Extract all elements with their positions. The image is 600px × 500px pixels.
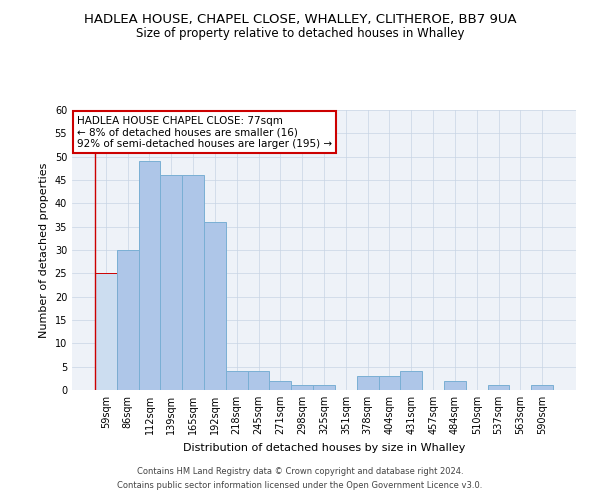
Bar [182, 176, 204, 390]
Bar [269, 380, 291, 390]
Bar [379, 376, 400, 390]
Bar [160, 176, 182, 390]
Bar [248, 372, 269, 390]
Bar [117, 250, 139, 390]
Text: Contains HM Land Registry data © Crown copyright and database right 2024.: Contains HM Land Registry data © Crown c… [137, 467, 463, 476]
Bar [531, 386, 553, 390]
Bar [291, 386, 313, 390]
Y-axis label: Number of detached properties: Number of detached properties [39, 162, 49, 338]
Bar [139, 162, 160, 390]
Bar [95, 274, 117, 390]
Bar [488, 386, 509, 390]
Text: Size of property relative to detached houses in Whalley: Size of property relative to detached ho… [136, 28, 464, 40]
Bar [313, 386, 335, 390]
Text: HADLEA HOUSE, CHAPEL CLOSE, WHALLEY, CLITHEROE, BB7 9UA: HADLEA HOUSE, CHAPEL CLOSE, WHALLEY, CLI… [83, 12, 517, 26]
Bar [444, 380, 466, 390]
Text: Contains public sector information licensed under the Open Government Licence v3: Contains public sector information licen… [118, 481, 482, 490]
Bar [204, 222, 226, 390]
Text: HADLEA HOUSE CHAPEL CLOSE: 77sqm
← 8% of detached houses are smaller (16)
92% of: HADLEA HOUSE CHAPEL CLOSE: 77sqm ← 8% of… [77, 116, 332, 149]
X-axis label: Distribution of detached houses by size in Whalley: Distribution of detached houses by size … [183, 442, 465, 452]
Bar [357, 376, 379, 390]
Bar [400, 372, 422, 390]
Bar [226, 372, 248, 390]
